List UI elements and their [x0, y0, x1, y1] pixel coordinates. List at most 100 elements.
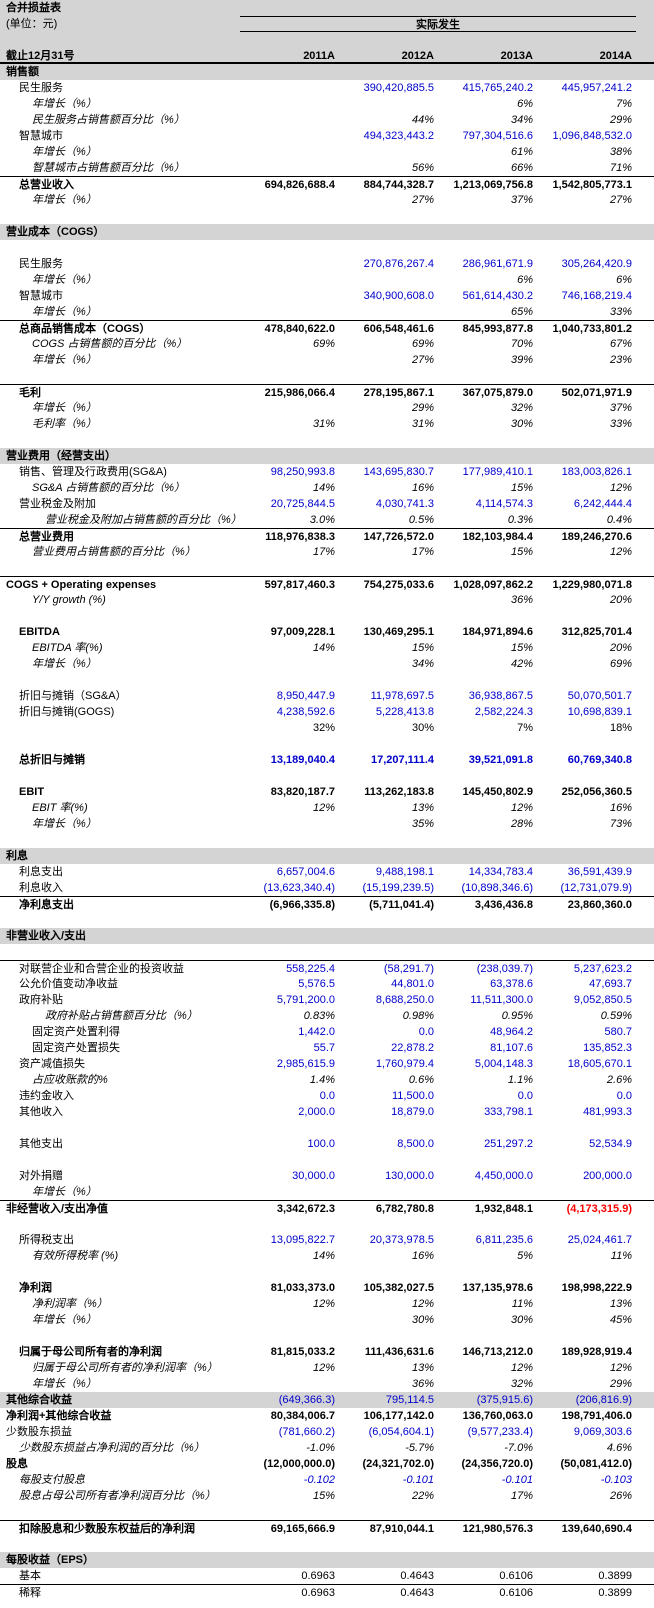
- value-cell[interactable]: 26%: [609, 1490, 632, 1502]
- value-cell[interactable]: (238,039.7): [476, 963, 533, 975]
- value-cell[interactable]: [537, 224, 636, 240]
- value-cell[interactable]: 1.1%: [507, 1074, 533, 1086]
- value-cell[interactable]: 5,791,200.0: [276, 994, 335, 1006]
- value-cell[interactable]: 28%: [510, 818, 533, 830]
- row-label[interactable]: [0, 208, 240, 224]
- row-label[interactable]: 违约金收入: [19, 1090, 74, 1102]
- value-cell[interactable]: 10,698,839.1: [567, 706, 632, 718]
- row-label[interactable]: [0, 432, 240, 448]
- value-cell[interactable]: 15%: [510, 482, 533, 494]
- value-cell[interactable]: 286,961,671.9: [462, 258, 533, 270]
- value-cell[interactable]: [438, 928, 537, 944]
- value-cell[interactable]: 4,450,000.0: [474, 1170, 533, 1182]
- value-cell[interactable]: [537, 736, 636, 752]
- value-cell[interactable]: [438, 736, 537, 752]
- value-cell[interactable]: 12%: [312, 1298, 335, 1310]
- value-cell[interactable]: [438, 432, 537, 448]
- value-cell[interactable]: [339, 240, 438, 256]
- value-cell[interactable]: 130,000.0: [385, 1170, 434, 1182]
- value-cell[interactable]: 27%: [411, 194, 434, 206]
- row-label[interactable]: EBITDA: [19, 626, 60, 638]
- value-cell[interactable]: 15%: [312, 1490, 335, 1502]
- row-label[interactable]: 销售额: [6, 66, 39, 78]
- value-cell[interactable]: 13%: [411, 1362, 434, 1374]
- value-cell[interactable]: [240, 1504, 339, 1520]
- value-cell[interactable]: [240, 96, 339, 112]
- value-cell[interactable]: 0.95%: [501, 1010, 533, 1022]
- value-cell[interactable]: 754,275,033.6: [363, 579, 434, 591]
- value-cell[interactable]: 5,576.5: [298, 978, 335, 990]
- value-cell[interactable]: 13,189,040.4: [270, 754, 335, 766]
- value-cell[interactable]: 15%: [411, 642, 434, 654]
- value-cell[interactable]: 606,548,461.6: [363, 323, 434, 335]
- value-cell[interactable]: 136,760,063.0: [462, 1410, 533, 1422]
- value-cell[interactable]: 0.0: [418, 1026, 434, 1038]
- value-cell[interactable]: 177,989,410.1: [462, 466, 533, 478]
- row-label[interactable]: [0, 240, 240, 256]
- value-cell[interactable]: 251,297.2: [484, 1138, 533, 1150]
- value-cell[interactable]: 0.4643: [400, 1587, 434, 1599]
- value-cell[interactable]: 83,820,187.7: [270, 786, 335, 798]
- value-cell[interactable]: 797,304,516.6: [462, 130, 533, 142]
- row-label[interactable]: 智慧城市: [19, 290, 63, 302]
- row-label[interactable]: 股息: [6, 1458, 28, 1470]
- row-label[interactable]: 年增长（%）: [32, 1186, 97, 1198]
- value-cell[interactable]: 597,817,460.3: [264, 579, 335, 591]
- row-label[interactable]: 年增长（%）: [32, 194, 97, 206]
- value-cell[interactable]: [240, 128, 339, 144]
- row-label[interactable]: [0, 1152, 240, 1168]
- row-label[interactable]: 毛利率（%）: [32, 418, 97, 430]
- value-cell[interactable]: [537, 208, 636, 224]
- value-cell[interactable]: 1,028,097,862.2: [453, 579, 533, 591]
- value-cell[interactable]: 61%: [510, 146, 533, 158]
- value-cell[interactable]: 2,582,224.3: [474, 706, 533, 718]
- value-cell[interactable]: 113,262,183.8: [364, 786, 434, 798]
- value-cell[interactable]: [438, 944, 537, 960]
- value-cell[interactable]: 481,993.3: [583, 1106, 632, 1118]
- value-cell[interactable]: 12%: [609, 1362, 632, 1374]
- row-label[interactable]: [0, 720, 240, 736]
- value-cell[interactable]: [537, 1120, 636, 1136]
- value-cell[interactable]: (4,173,315.9): [566, 1203, 632, 1215]
- value-cell[interactable]: 16%: [411, 482, 434, 494]
- value-cell[interactable]: 66%: [510, 162, 533, 174]
- row-label[interactable]: 民生服务: [19, 82, 63, 94]
- row-label[interactable]: 总商品销售成本（COGS）: [19, 323, 151, 335]
- value-cell[interactable]: 27%: [411, 354, 434, 366]
- value-cell[interactable]: 63,378.6: [490, 978, 533, 990]
- row-label[interactable]: 少数股东损益占净利润的百分比（%）: [19, 1442, 205, 1454]
- value-cell[interactable]: 5,228,413.8: [375, 706, 434, 718]
- value-cell[interactable]: 12%: [609, 546, 632, 558]
- value-cell[interactable]: 30%: [411, 1314, 434, 1326]
- value-cell[interactable]: [339, 912, 438, 928]
- value-cell[interactable]: 16%: [609, 802, 632, 814]
- value-cell[interactable]: [537, 1536, 636, 1552]
- value-cell[interactable]: 0.6963: [301, 1570, 335, 1582]
- value-cell[interactable]: 37%: [609, 402, 632, 414]
- value-cell[interactable]: 42%: [510, 658, 533, 670]
- value-cell[interactable]: [438, 1152, 537, 1168]
- row-label[interactable]: 基本: [19, 1570, 41, 1582]
- row-label[interactable]: [0, 832, 240, 848]
- row-label[interactable]: 其他收入: [19, 1106, 63, 1118]
- value-cell[interactable]: [339, 768, 438, 784]
- value-cell[interactable]: 198,791,406.0: [561, 1410, 632, 1422]
- value-cell[interactable]: [537, 944, 636, 960]
- value-cell[interactable]: [240, 224, 339, 240]
- row-label[interactable]: 固定资产处置利得: [32, 1026, 120, 1038]
- sheet-title[interactable]: 合并损益表: [6, 2, 61, 14]
- row-label[interactable]: 折旧与摊销(GOGS): [19, 706, 115, 718]
- value-cell[interactable]: 47,693.7: [589, 978, 632, 990]
- value-cell[interactable]: 23,860,360.0: [567, 899, 632, 911]
- value-cell[interactable]: 29%: [609, 1378, 632, 1390]
- value-cell[interactable]: 1,096,848,532.0: [552, 130, 632, 142]
- value-cell[interactable]: 121,980,576.3: [462, 1523, 533, 1535]
- row-label[interactable]: 政府补贴: [19, 994, 63, 1006]
- value-cell[interactable]: 8,500.0: [397, 1138, 434, 1150]
- value-cell[interactable]: 111,436,631.6: [364, 1346, 434, 1358]
- value-cell[interactable]: 29%: [411, 402, 434, 414]
- value-cell[interactable]: 215,986,066.4: [264, 387, 335, 399]
- value-cell[interactable]: 1,213,069,756.8: [453, 179, 533, 191]
- value-cell[interactable]: [438, 240, 537, 256]
- value-cell[interactable]: 0.0: [517, 1090, 533, 1102]
